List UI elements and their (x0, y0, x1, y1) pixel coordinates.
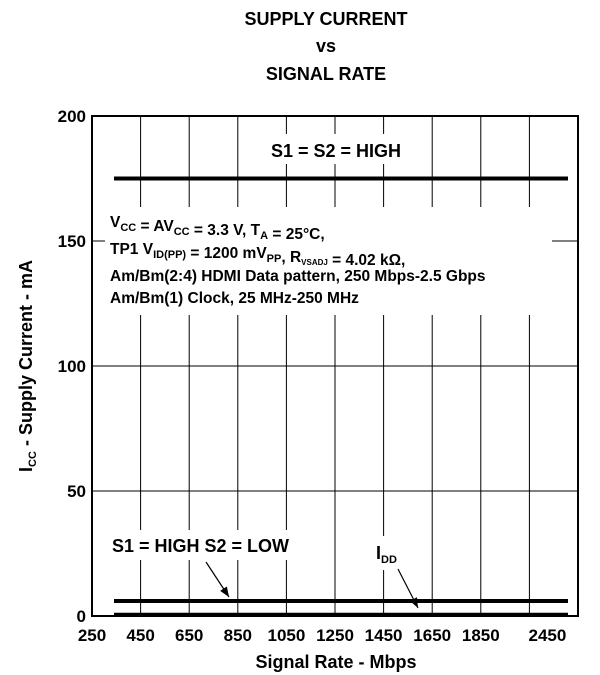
x-tick-label: 1250 (316, 626, 354, 645)
label-s1-s2-high: S1 = S2 = HIGH (271, 141, 401, 161)
plot-border (91, 115, 579, 617)
x-tick-label: 650 (175, 626, 203, 645)
annotations: S1 = S2 = HIGH S1 = HIGH S2 = LOW IDD VCC =… (110, 141, 486, 609)
series-lines (114, 176, 568, 617)
x-tick-label: 450 (126, 626, 154, 645)
grid (92, 116, 578, 616)
x-tick-label: 850 (224, 626, 252, 645)
y-tick-label: 200 (58, 107, 86, 126)
x-tick-label: 2450 (528, 626, 566, 645)
label-idd: IDD (376, 543, 397, 566)
axis-labels: Signal Rate - Mbps ICC - Supply Current -… (16, 260, 417, 672)
chart-title-line: SUPPLY CURRENT (244, 9, 407, 29)
x-tick-label: 1850 (462, 626, 500, 645)
plot-frame (91, 115, 579, 617)
chart-title-line: SIGNAL RATE (266, 64, 386, 84)
arrow-to-low-line-head (220, 586, 229, 597)
chart-title-line: vs (316, 36, 336, 56)
conditions-line-3: Am/Bm(2:4) HDMI Data pattern, 250 Mbps-2… (110, 268, 486, 285)
y-tick-label: 0 (77, 607, 86, 626)
conditions-line-4: Am/Bm(1) Clock, 25 MHz-250 MHz (110, 290, 359, 307)
conditions-box (105, 207, 552, 315)
high-label-box (248, 134, 424, 164)
chart-title: SUPPLY CURRENT vs SIGNAL RATE (244, 9, 407, 84)
arrow-to-idd-line-head (409, 597, 418, 608)
x-tick-label: 1650 (413, 626, 451, 645)
idd-label-box (372, 536, 416, 570)
conditions-line-1: VCC = AVCC = 3.3 V, TA = 25°C, (110, 214, 325, 243)
label-s1-high-s2-low: S1 = HIGH S2 = LOW (112, 536, 289, 556)
x-tick-labels: 250 450 650 850 1050 1250 1450 1650 1850 2450 (78, 626, 567, 645)
x-axis-label: Signal Rate - Mbps (255, 652, 416, 672)
y-tick-label: 50 (67, 482, 86, 501)
y-axis-label: ICC - Supply Current - mA (16, 260, 39, 472)
x-tick-label: 1450 (365, 626, 403, 645)
x-tick-label: 1050 (267, 626, 305, 645)
y-tick-label: 150 (58, 232, 86, 251)
y-tick-label: 100 (58, 357, 86, 376)
low-label-box (107, 530, 327, 560)
conditions-line-2: TP1 VID(PP) = 1200 mVPP, RVSADJ = 4.02 k… (110, 241, 405, 269)
x-tick-label: 250 (78, 626, 106, 645)
y-tick-labels: 0 50 100 150 200 (58, 107, 86, 626)
